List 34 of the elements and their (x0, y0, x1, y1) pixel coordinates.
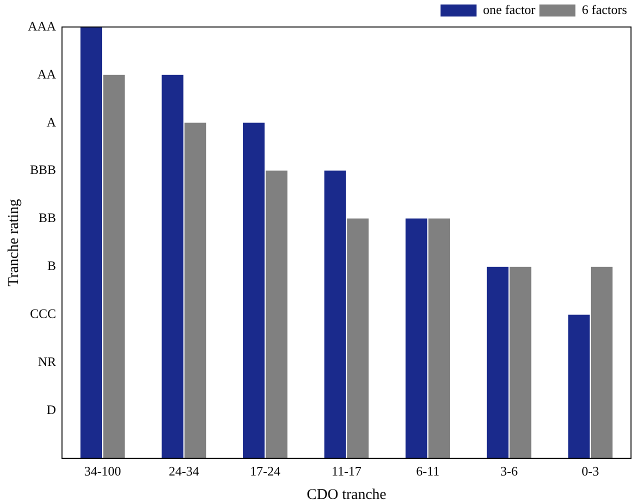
x-tick-label: 34-100 (84, 464, 122, 479)
bar (80, 27, 102, 458)
x-tick-label: 17-24 (250, 464, 281, 479)
bar (406, 218, 428, 458)
legend-label: 6 factors (582, 2, 628, 17)
text: BB (38, 210, 56, 226)
bar (266, 170, 288, 458)
bar (103, 74, 125, 458)
bar (324, 170, 346, 458)
text: NR (38, 354, 56, 369)
bar (486, 266, 509, 458)
text: CCC (30, 306, 56, 322)
bar (590, 266, 613, 458)
bar (162, 74, 184, 458)
legend-label: one factor (483, 2, 536, 17)
text: B (47, 258, 56, 274)
bar (184, 122, 206, 458)
bar (347, 218, 369, 458)
x-tick-label: 6-11 (416, 464, 440, 479)
x-tick-label: 0-3 (582, 464, 600, 479)
x-tick-label: 11-17 (332, 464, 362, 479)
text: BBB (30, 162, 56, 178)
text: AAA (28, 18, 57, 34)
text: AA (37, 66, 57, 82)
x-tick-label: 24-34 (168, 464, 200, 479)
y-axis-title: Tranche rating (6, 198, 22, 286)
bar (428, 218, 450, 458)
bar (510, 266, 532, 458)
text: D (46, 402, 56, 417)
text: A (46, 114, 57, 130)
x-axis-title: CDO tranche (306, 486, 387, 503)
bar (243, 122, 265, 458)
bar (568, 314, 590, 458)
x-tick-label: 3-6 (500, 464, 518, 479)
